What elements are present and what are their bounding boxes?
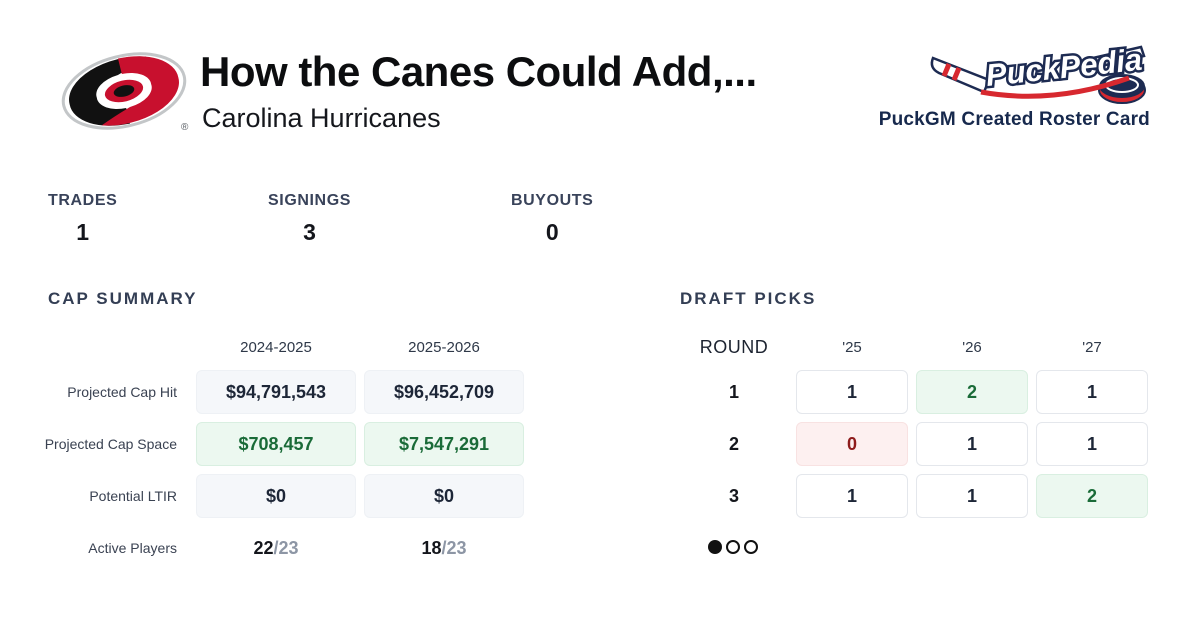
cap-row-label-active-players: Active Players [88, 540, 177, 556]
draft-pick-r3-25: 1 [796, 474, 908, 518]
active-players-2024: 22/23 [196, 526, 356, 570]
cap-row-label-projected-cap-space: Projected Cap Space [44, 436, 177, 452]
ltir-value-2024: $0 [196, 474, 356, 518]
team-name: Carolina Hurricanes [202, 103, 441, 133]
active-players-2025-current: 18 [421, 537, 442, 558]
puckpedia-logo-icon: PuckPedia [930, 42, 1146, 104]
cap-row-label-potential-ltir: Potential LTIR [89, 488, 177, 504]
cap-row-label-projected-cap-hit: Projected Cap Hit [67, 384, 177, 400]
cap-space-value-2024: $708,457 [196, 422, 356, 466]
registered-trademark: ® [181, 122, 189, 133]
ltir-value-2025: $0 [364, 474, 524, 518]
draft-round-1: 1 [728, 381, 739, 402]
stat-signings: SIGNINGS 3 [268, 192, 351, 246]
stat-buyouts-value: 0 [545, 219, 559, 245]
active-players-2025: 18/23 [364, 526, 524, 570]
draft-year-header-26: '26 [962, 339, 982, 356]
stat-signings-value: 3 [303, 219, 316, 245]
active-players-2025-max: /23 [441, 537, 467, 558]
draft-pick-r2-26: 1 [916, 422, 1028, 466]
stat-trades-label: TRADES [48, 192, 118, 209]
page-title: How the Canes Could Add,... [200, 48, 757, 95]
draft-pick-r3-26: 1 [916, 474, 1028, 518]
draft-round-header: ROUND [699, 337, 769, 357]
cap-summary-table: 2024-2025 2025-2026 Projected Cap Hit $9… [30, 328, 524, 570]
cap-col-header-2024-2025: 2024-2025 [240, 339, 312, 356]
brand-block: PuckPedia PuckGM Created Roster Card [858, 42, 1150, 131]
stat-buyouts-label: BUYOUTS [511, 192, 594, 209]
stat-signings-label: SIGNINGS [268, 192, 352, 209]
draft-picks-title: DRAFT PICKS [680, 289, 817, 308]
draft-round-2: 2 [728, 433, 739, 454]
pagination-dot-1-active[interactable] [708, 540, 722, 554]
active-players-2024-current: 22 [253, 537, 274, 558]
cap-space-value-2025: $7,547,291 [364, 422, 524, 466]
pagination-dots [708, 540, 758, 554]
draft-year-header-27: '27 [1082, 339, 1102, 356]
draft-pick-r2-27: 1 [1036, 422, 1148, 466]
brand-tagline: PuckGM Created Roster Card [878, 109, 1150, 130]
stat-trades: TRADES 1 [48, 192, 117, 246]
draft-pick-r1-26: 2 [916, 370, 1028, 414]
stat-buyouts: BUYOUTS 0 [511, 192, 593, 246]
draft-pick-r1-27: 1 [1036, 370, 1148, 414]
cap-summary-title: CAP SUMMARY [48, 289, 198, 308]
pagination-dot-2[interactable] [726, 540, 740, 554]
team-logo-hurricanes-icon [58, 44, 190, 138]
stat-trades-value: 1 [76, 219, 90, 245]
cap-hit-value-2024: $94,791,543 [196, 370, 356, 414]
draft-pick-r1-25: 1 [796, 370, 908, 414]
draft-year-header-25: '25 [842, 339, 862, 356]
draft-pick-r3-27: 2 [1036, 474, 1148, 518]
active-players-2024-max: /23 [273, 537, 299, 558]
draft-pick-r2-25: 0 [796, 422, 908, 466]
draft-picks-table: ROUND '25 '26 '27 1 1 2 1 2 0 1 1 3 1 1 … [680, 328, 1148, 518]
cap-col-header-2025-2026: 2025-2026 [408, 339, 480, 356]
pagination-dot-3[interactable] [744, 540, 758, 554]
cap-hit-value-2025: $96,452,709 [364, 370, 524, 414]
draft-round-3: 3 [728, 485, 739, 506]
